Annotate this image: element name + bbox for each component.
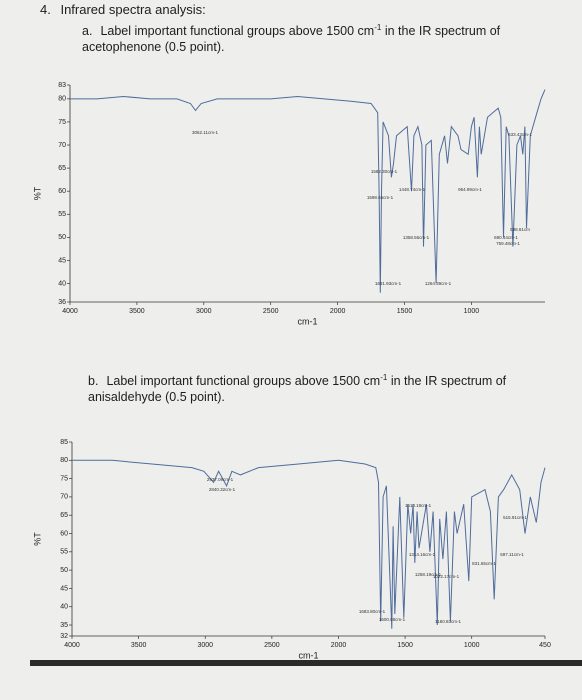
x-tick-label: 4000: [64, 642, 80, 649]
peak-annotation: 1258.19cm-1: [415, 572, 442, 577]
question-text: Label important functional groups above …: [106, 374, 381, 389]
peak-annotation: 2937.09cm-1: [207, 477, 234, 482]
spectrum-line: [70, 89, 546, 293]
peak-annotation: 1598.65cm-1: [367, 195, 394, 200]
peak-annotation: 633.43cm-1: [508, 132, 532, 137]
y-tick-label: 60: [60, 530, 68, 537]
peak-annotation: 1510.18cm-1: [405, 503, 432, 508]
y-tick-label: 55: [58, 211, 66, 218]
y-tick-label: 70: [58, 142, 66, 149]
section-title: Infrared spectra analysis:: [60, 2, 206, 17]
x-tick-label: 3000: [196, 308, 212, 315]
question-text: in the IR spectrum of anisaldehyde (0.5 …: [88, 374, 507, 405]
y-tick-label: 65: [58, 165, 66, 172]
x-tick-label: 1500: [397, 308, 413, 315]
peak-annotation: 597.11cm-1: [500, 552, 524, 557]
y-tick-label: 45: [60, 585, 68, 592]
y-tick-label: 83: [58, 82, 66, 89]
y-tick-label: 35: [60, 622, 68, 629]
peak-annotation: 690.44cm-1: [494, 235, 518, 240]
y-tick-label: 80: [58, 96, 66, 103]
peak-annotation: 515.91cm-1: [503, 515, 527, 520]
x-tick-label: 2500: [263, 308, 279, 315]
y-tick-label: 32: [60, 633, 68, 640]
question-label: a.: [82, 24, 93, 39]
y-tick-label: 85: [60, 439, 68, 446]
x-tick-label: 2000: [330, 308, 346, 315]
question: b. Label important functional groups abov…: [88, 370, 508, 405]
peak-annotation: 1264.39cm-1: [425, 281, 452, 286]
x-tick-label: 1500: [397, 642, 413, 649]
x-tick-label: 1000: [464, 642, 480, 649]
x-tick-label: 4000: [62, 308, 78, 315]
question-text: in the IR spectrum of acetophenone (0.5 …: [82, 24, 501, 55]
y-tick-label: 36: [58, 299, 66, 306]
section-number: 4.: [40, 2, 51, 17]
y-tick-label: 70: [60, 494, 68, 501]
peak-annotation: 1681.93cm-1: [375, 281, 402, 286]
x-tick-label: 2000: [331, 642, 347, 649]
page-edge: [30, 660, 582, 666]
section-heading: 4. Infrared spectra analysis:: [40, 2, 206, 18]
peak-annotation: 2840.32cm-1: [209, 487, 236, 492]
y-tick-label: 65: [60, 512, 68, 519]
x-tick-label: 3500: [131, 642, 147, 649]
y-tick-label: 80: [60, 457, 68, 464]
question-text: Label important functional groups above …: [100, 24, 375, 39]
x-tick-label: 450: [539, 642, 551, 649]
peak-annotation: 1358.56cm-1: [403, 235, 430, 240]
y-axis-label: %T: [32, 532, 42, 546]
superscript: -1: [380, 373, 388, 382]
peak-annotation: 954.99cm-1: [458, 187, 482, 192]
y-tick-label: 40: [58, 280, 66, 287]
peak-annotation: 1314.16cm-1: [409, 552, 436, 557]
x-tick-label: 3500: [129, 308, 145, 315]
x-axis-label: cm-1: [299, 650, 319, 660]
peak-annotation: 1683.80cm-1: [359, 609, 386, 614]
peak-annotation: 1022.17cm-1: [433, 574, 460, 579]
peak-annotation: 759.48cm-1: [496, 241, 520, 246]
y-tick-label: 75: [60, 475, 68, 482]
y-tick-label: 40: [60, 604, 68, 611]
peak-annotation: 831.65cm-1: [472, 561, 496, 566]
x-axis-label: cm-1: [298, 316, 318, 326]
y-tick-label: 55: [60, 549, 68, 556]
question: a. Label important functional groups abov…: [82, 20, 502, 55]
y-tick-label: 60: [58, 188, 66, 195]
y-tick-label: 75: [58, 119, 66, 126]
peak-annotation: 3062.11cm-1: [192, 130, 218, 135]
peak-annotation: 588.61cm: [510, 227, 530, 232]
x-tick-label: 1000: [464, 308, 480, 315]
peak-annotation: 1160.83cm-1: [435, 619, 461, 624]
question-label: b.: [88, 374, 99, 389]
y-tick-label: 45: [58, 257, 66, 264]
spectrum-line: [72, 459, 546, 629]
y-tick-label: 50: [58, 234, 66, 241]
y-tick-label: 50: [60, 567, 68, 574]
peak-annotation: 1448.74cm-1: [399, 187, 426, 192]
peak-annotation: 1600.08cm-1: [379, 617, 406, 622]
x-tick-label: 2500: [264, 642, 280, 649]
y-axis-label: %T: [32, 186, 42, 200]
x-tick-label: 3000: [197, 642, 213, 649]
peak-annotation: 1582.30cm-1: [371, 169, 398, 174]
superscript: -1: [374, 23, 382, 32]
